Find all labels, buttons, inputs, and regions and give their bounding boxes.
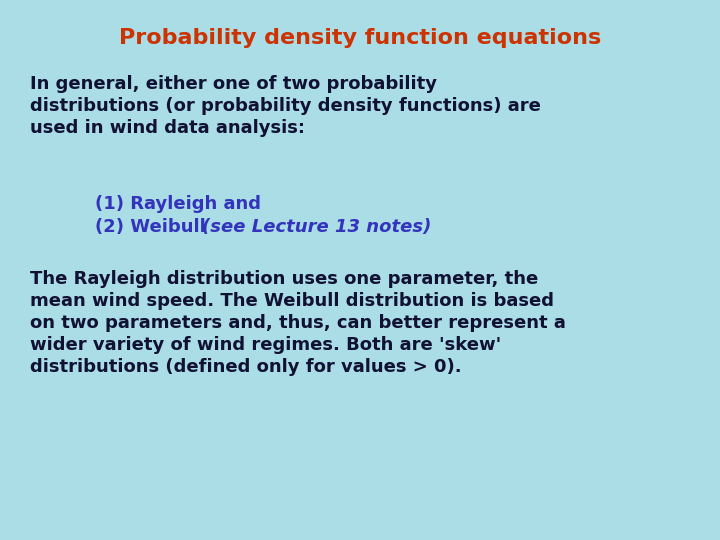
Text: distributions (defined only for values > 0).: distributions (defined only for values >… bbox=[30, 358, 462, 376]
Text: distributions (or probability density functions) are: distributions (or probability density fu… bbox=[30, 97, 541, 115]
Text: (1) Rayleigh and: (1) Rayleigh and bbox=[95, 195, 261, 213]
Text: (2) Weibull: (2) Weibull bbox=[95, 218, 212, 236]
Text: mean wind speed. The Weibull distribution is based: mean wind speed. The Weibull distributio… bbox=[30, 292, 554, 310]
Text: on two parameters and, thus, can better represent a: on two parameters and, thus, can better … bbox=[30, 314, 566, 332]
Text: In general, either one of two probability: In general, either one of two probabilit… bbox=[30, 75, 437, 93]
Text: Probability density function equations: Probability density function equations bbox=[119, 28, 601, 48]
Text: (see Lecture 13 notes): (see Lecture 13 notes) bbox=[202, 218, 431, 236]
Text: used in wind data analysis:: used in wind data analysis: bbox=[30, 119, 305, 137]
Text: The Rayleigh distribution uses one parameter, the: The Rayleigh distribution uses one param… bbox=[30, 270, 539, 288]
Text: wider variety of wind regimes. Both are 'skew': wider variety of wind regimes. Both are … bbox=[30, 336, 501, 354]
